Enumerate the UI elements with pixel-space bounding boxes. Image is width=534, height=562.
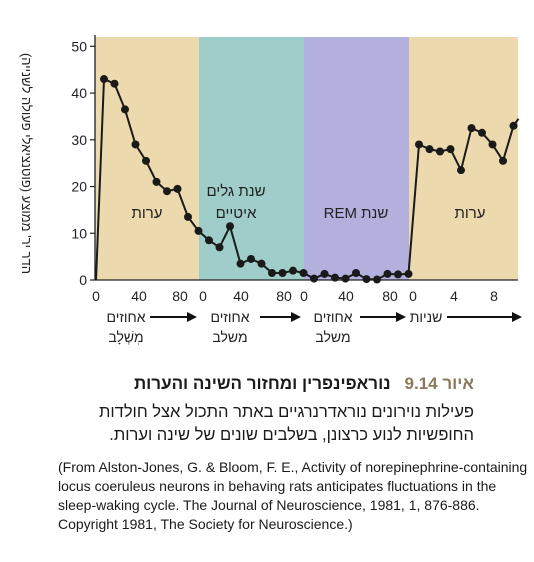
data-point (289, 266, 297, 275)
y-tick-label: 50 (71, 38, 87, 54)
data-point (205, 236, 213, 245)
data-point (446, 145, 455, 154)
axis-arrow-label: שניות (410, 309, 443, 325)
data-point (236, 259, 245, 268)
data-point (142, 156, 150, 165)
data-point (184, 212, 192, 221)
x-tick-label: 80 (172, 288, 188, 304)
data-point (268, 268, 276, 277)
data-point (215, 243, 224, 252)
axis-arrow-label: מִשְׁלָב (108, 329, 143, 345)
y-tick-label: 0 (79, 272, 87, 288)
figure-caption-body: פעילות נוירונים נוראדרנרגיים באתר התכול … (98, 403, 474, 444)
phase-label: איטיים (216, 205, 257, 222)
axis-arrow-label: משלב (315, 329, 350, 345)
data-point (467, 124, 476, 133)
data-point (362, 275, 371, 284)
data-point (152, 177, 161, 186)
x-tick-label: 80 (382, 288, 398, 304)
phase-band (199, 37, 304, 280)
data-point (352, 268, 360, 277)
x-tick-label: 0 (199, 288, 207, 304)
data-point (341, 274, 350, 283)
data-point (110, 79, 119, 88)
data-point (320, 269, 329, 278)
data-point (478, 128, 486, 137)
x-tick-label: 8 (490, 288, 498, 304)
phase-label: ערות (131, 205, 162, 222)
phase-label: ערות (454, 205, 485, 222)
data-point (404, 269, 413, 278)
axis-arrow-label: אחוזים (210, 309, 249, 325)
y-tick-label: 40 (71, 85, 87, 101)
axis-arrow-label: אחוזים (106, 309, 145, 325)
data-point (163, 187, 171, 196)
x-tick-label: 0 (409, 288, 417, 304)
figure-caption-title: איור 9.14 נוראפינפרין ומחזור השינה והערות (134, 374, 474, 394)
data-point (121, 105, 129, 114)
axis-arrowhead (187, 312, 197, 322)
data-point (457, 166, 465, 175)
x-tick-label: 40 (338, 288, 354, 304)
figure-source-citation: (From Alston-Jones, G. & Bloom, F. E., A… (58, 459, 528, 532)
data-point (226, 222, 234, 231)
axis-arrow-label: אחוזים (313, 309, 352, 325)
phase-label: שנת גלים (206, 183, 265, 200)
data-point (415, 140, 423, 149)
data-point (247, 254, 255, 263)
y-tick-label: 10 (71, 225, 87, 241)
data-point (488, 140, 497, 149)
y-tick-label: 30 (71, 132, 87, 148)
data-point (173, 184, 182, 193)
axis-arrowhead (291, 312, 301, 322)
data-point (425, 145, 434, 154)
data-point (394, 270, 402, 279)
axis-arrowhead (512, 312, 522, 322)
data-point (373, 275, 381, 284)
x-tick-label: 40 (233, 288, 249, 304)
phase-label: שנת REM (324, 205, 389, 222)
figure-title: נוראפינפרין ומחזור השינה והערות (133, 374, 391, 393)
data-point (310, 274, 318, 283)
data-point (499, 156, 507, 165)
data-point (100, 75, 108, 84)
data-point (331, 273, 339, 282)
x-tick-label: 40 (131, 288, 147, 304)
x-tick-label: 0 (92, 288, 100, 304)
data-point (278, 268, 287, 277)
data-point (257, 259, 266, 268)
x-tick-label: 4 (450, 288, 458, 304)
data-point (194, 226, 203, 235)
data-point (383, 269, 392, 278)
data-point (436, 147, 444, 156)
x-tick-label: 80 (276, 288, 292, 304)
y-tick-label: 20 (71, 179, 87, 195)
data-point (131, 140, 140, 149)
phase-band (304, 37, 409, 280)
axis-arrow-label: משלב (212, 329, 247, 345)
x-tick-label: 0 (300, 288, 308, 304)
axis-arrowhead (396, 312, 406, 322)
figure-number: איור 9.14 (404, 374, 474, 393)
y-axis-label: הדר יר' ממוצע (פוטנציאלי פעולה לשנייה) (19, 53, 34, 274)
data-point (299, 268, 308, 277)
data-point (509, 121, 518, 130)
